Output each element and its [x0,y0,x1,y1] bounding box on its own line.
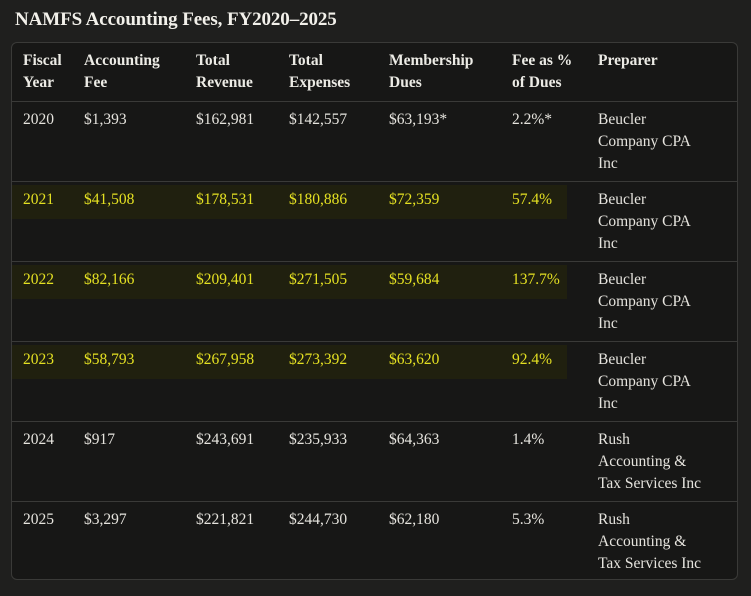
table-row: 2020 $1,393 $162,981 $142,557 $63,193* 2.2%* B… [12,101,737,181]
preparer-line: Beucler [598,270,647,288]
cell-total-revenue: $162,981 [196,110,255,128]
header-total-expenses: Total Expenses [289,52,351,91]
cell-membership-dues: $62,180 [389,510,440,528]
cell-total-expenses: $235,933 [289,430,348,448]
highlight-band [12,185,567,219]
preparer-line: Company CPA [598,372,691,390]
cell-preparer: Beucler Company CPA Inc [598,101,737,181]
table-header-row: Fiscal Year Accounting Fee Total Revenue To… [12,43,737,101]
preparer-line: Inc [598,314,618,332]
cell-fee-pct-dues: 1.4% [512,430,545,448]
cell-total-expenses: $271,505 [289,270,348,288]
table-row: 2021 $41,508 $178,531 $180,886 $72,359 57.4% B… [12,181,737,261]
cell-preparer: Beucler Company CPA Inc [598,261,737,341]
cell-fiscal-year: 2021 [23,190,54,208]
table-row: 2022 $82,166 $209,401 $271,505 $59,684 137.7%… [12,261,737,341]
cell-preparer: Beucler Company CPA Inc [598,181,737,261]
preparer-line: Rush [598,430,630,448]
cell-fee-pct-dues: 137.7% [512,270,560,288]
cell-accounting-fee: $917 [84,430,115,448]
preparer-line: Accounting & [598,532,687,550]
cell-accounting-fee: $82,166 [84,270,135,288]
header-accounting-fee: Accounting Fee [84,52,160,91]
highlight-bands [12,43,737,579]
preparer-line: Beucler [598,350,647,368]
cell-total-expenses: $142,557 [289,110,348,128]
cell-total-expenses: $273,392 [289,350,348,368]
cell-accounting-fee: $41,508 [84,190,135,208]
cell-accounting-fee: $1,393 [84,110,127,128]
cell-fee-pct-dues: 5.3% [512,510,545,528]
cell-membership-dues: $64,363 [389,430,440,448]
header-total-revenue: Total Revenue [196,52,253,91]
preparer-line: Accounting & [598,452,687,470]
highlight-band [12,345,567,379]
cell-fee-pct-dues: 2.2%* [512,110,553,128]
cell-total-revenue: $267,958 [196,350,255,368]
cell-preparer: Rush Accounting & Tax Services Inc [598,501,737,579]
cell-fiscal-year: 2022 [23,270,54,288]
preparer-line: Inc [598,234,618,252]
preparer-line: Inc [598,394,618,412]
header-fiscal-year: Fiscal Year [23,52,62,91]
preparer-line: Company CPA [598,212,691,230]
table-row: 2023 $58,793 $267,958 $273,392 $63,620 92.4% B… [12,341,737,421]
cell-membership-dues: $63,193* [389,110,448,128]
table-row: 2025 $3,297 $221,821 $244,730 $62,180 5.3% Rus… [12,501,737,579]
cell-fiscal-year: 2023 [23,350,54,368]
page-title: NAMFS Accounting Fees, FY2020–2025 [15,9,337,30]
preparer-line: Company CPA [598,132,691,150]
header-membership-dues: Membership Dues [389,52,474,91]
cell-membership-dues: $63,620 [389,350,440,368]
cell-preparer: Beucler Company CPA Inc [598,341,737,421]
fees-table: Fiscal Year Accounting Fee Total Revenue To… [12,43,737,579]
cell-accounting-fee: $3,297 [84,510,127,528]
preparer-line: Beucler [598,190,647,208]
cell-membership-dues: $72,359 [389,190,440,208]
preparer-line: Tax Services Inc [598,554,702,572]
cell-fiscal-year: 2024 [23,430,54,448]
cell-total-expenses: $180,886 [289,190,348,208]
cell-total-expenses: $244,730 [289,510,348,528]
highlight-band [12,265,567,299]
preparer-line: Company CPA [598,292,691,310]
cell-total-revenue: $209,401 [196,270,255,288]
preparer-line: Beucler [598,110,647,128]
preparer-line: Tax Services Inc [598,474,702,492]
cell-total-revenue: $243,691 [196,430,255,448]
cell-fiscal-year: 2025 [23,510,54,528]
cell-membership-dues: $59,684 [389,270,440,288]
preparer-line: Rush [598,510,630,528]
cell-total-revenue: $178,531 [196,190,255,208]
cell-total-revenue: $221,821 [196,510,255,528]
header-preparer: Preparer [598,52,658,69]
table-row: 2024 $917 $243,691 $235,933 $64,363 1.4% Rush A… [12,421,737,501]
preparer-line: Inc [598,154,618,172]
fees-table-container: Fiscal Year Accounting Fee Total Revenue To… [11,42,738,580]
cell-preparer: Rush Accounting & Tax Services Inc [598,421,737,501]
cell-fee-pct-dues: 57.4% [512,190,553,208]
cell-accounting-fee: $58,793 [84,350,135,368]
cell-fiscal-year: 2020 [23,110,54,128]
cell-fee-pct-dues: 92.4% [512,350,553,368]
header-fee-pct-dues: Fee as % of Dues [512,52,573,91]
